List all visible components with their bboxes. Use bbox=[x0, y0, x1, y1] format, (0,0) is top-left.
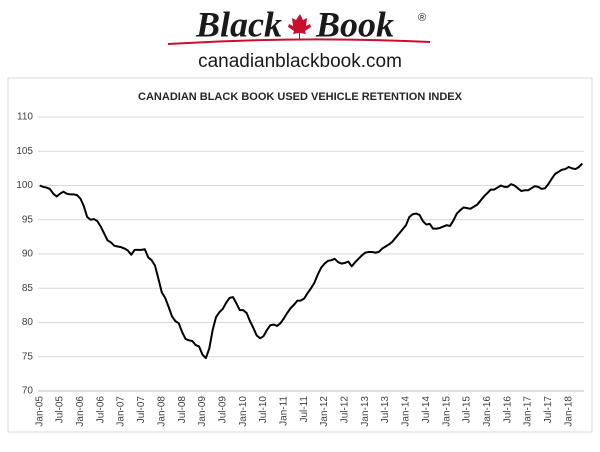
x-tick-label: Jan-07 bbox=[116, 396, 127, 427]
x-tick-label: Jul-11 bbox=[299, 396, 310, 423]
x-tick-label: Jan-14 bbox=[401, 396, 412, 427]
x-tick-label: Jan-13 bbox=[360, 396, 371, 427]
y-tick-label: 70 bbox=[22, 386, 34, 397]
y-tick-label: 80 bbox=[22, 317, 34, 328]
x-tick-label: Jan-18 bbox=[563, 396, 574, 427]
x-tick-label: Jul-10 bbox=[258, 396, 269, 424]
x-tick-label: Jan-12 bbox=[319, 396, 330, 427]
logo-swoosh bbox=[167, 38, 431, 45]
x-tick-label: Jul-06 bbox=[95, 396, 106, 424]
y-tick-label: 90 bbox=[22, 249, 34, 260]
data-line bbox=[39, 162, 584, 360]
chart-frame bbox=[7, 77, 593, 433]
y-tick-label: 75 bbox=[22, 351, 34, 362]
x-tick-label: Jul-05 bbox=[55, 396, 66, 424]
x-tick-label: Jan-15 bbox=[441, 396, 452, 427]
chart-title: CANADIAN BLACK BOOK USED VEHICLE RETENTI… bbox=[138, 91, 463, 103]
x-tick-label: Jul-16 bbox=[502, 396, 513, 424]
logo-right: Book bbox=[315, 4, 394, 44]
x-tick-label: Jul-12 bbox=[340, 396, 351, 424]
registered-mark: ® bbox=[418, 12, 426, 24]
x-tick-label: Jul-13 bbox=[380, 396, 391, 424]
x-tick-label: Jan-11 bbox=[279, 396, 290, 426]
y-tick-label: 100 bbox=[16, 180, 33, 191]
x-tick-label: Jul-15 bbox=[462, 396, 473, 424]
x-tick-label: Jul-17 bbox=[543, 396, 554, 424]
x-tick-label: Jan-10 bbox=[238, 396, 249, 427]
x-tick-label: Jan-16 bbox=[482, 396, 493, 427]
x-tick-label: Jan-08 bbox=[156, 396, 167, 427]
x-tick-label: Jul-14 bbox=[421, 396, 432, 424]
y-tick-label: 110 bbox=[17, 112, 33, 123]
x-tick-label: Jul-07 bbox=[136, 396, 147, 424]
y-tick-label: 95 bbox=[22, 214, 34, 225]
maple-leaf bbox=[288, 14, 311, 39]
logo-left: Black bbox=[195, 4, 282, 44]
x-tick-label: Jul-08 bbox=[177, 396, 188, 424]
x-tick-label: Jan-05 bbox=[34, 396, 45, 427]
x-tick-label: Jan-06 bbox=[75, 396, 86, 427]
x-tick-label: Jan-09 bbox=[197, 396, 208, 427]
y-tick-label: 85 bbox=[22, 283, 34, 294]
x-tick-label: Jan-17 bbox=[523, 396, 534, 427]
website: canadianblackbook.com bbox=[198, 51, 402, 72]
x-tick-label: Jul-09 bbox=[217, 396, 228, 424]
y-tick-label: 105 bbox=[16, 146, 33, 157]
